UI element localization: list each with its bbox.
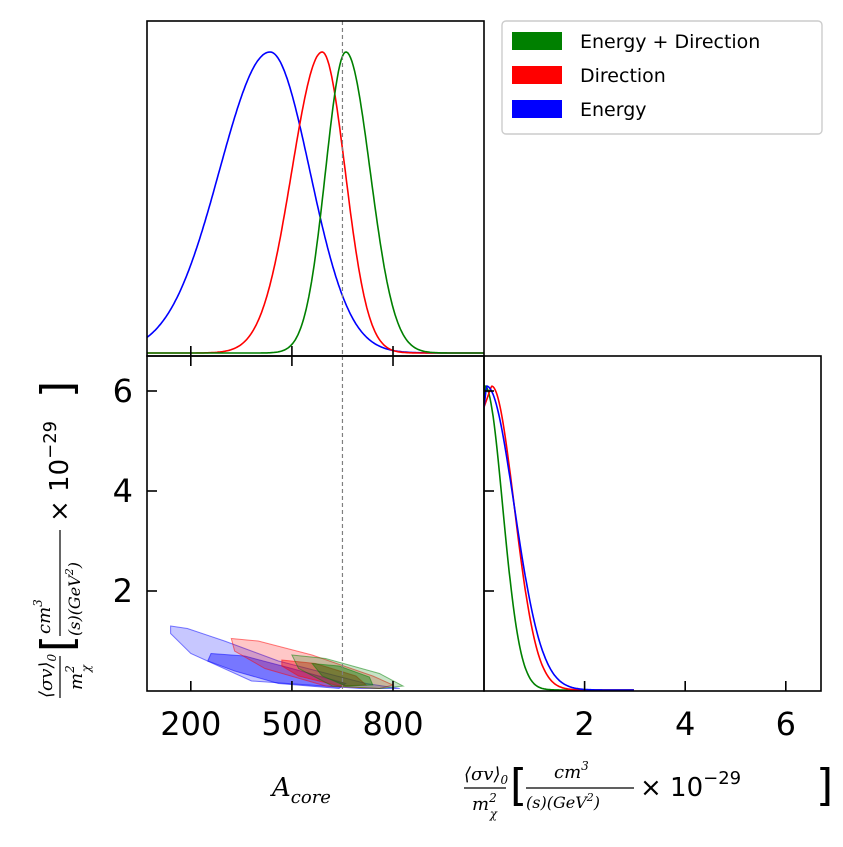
joint-y-tick-label: 6: [113, 372, 133, 410]
svg-text:]: ]: [816, 760, 833, 811]
y-label-unit-den-left: (s)(GeV: [65, 574, 84, 636]
svg-text:m2χ: m2 χ: [472, 791, 498, 821]
svg-text:]: ]: [32, 381, 83, 398]
right-x-tick-label: 2: [574, 705, 594, 743]
legend-label-energy: Energy: [580, 99, 647, 121]
y-label-unit-num-main: cm: [34, 607, 55, 634]
right-x-tick-label: 6: [776, 705, 796, 743]
x2-label-scale-times: × 10: [640, 773, 703, 803]
marginal-curve-energy: [147, 51, 484, 354]
marginal-curve-energy-direction: [147, 51, 484, 354]
legend-swatch-energy-direction: [512, 32, 562, 50]
svg-text:[: [: [510, 760, 527, 811]
y-label-den-main: m: [66, 673, 87, 690]
x2-label-den-main: m: [472, 794, 489, 815]
y-label-num-sub: 0: [45, 653, 59, 661]
legend-frame: [501, 20, 823, 135]
legend-swatch-energy: [512, 100, 562, 118]
x2-label-num-sub: 0: [501, 773, 509, 787]
y-label-den-sub: χ: [79, 664, 93, 673]
joint-x-tick-label: 800: [362, 705, 423, 743]
y-axis-label-sigma-v: ⟨σv⟩0 m2 χ [ cm3 (s)(GeV2) × 10−29 ]: [31, 381, 93, 698]
y-label-scale-exp: −29: [40, 421, 61, 459]
marginal-curve-direction: [147, 51, 484, 354]
sigma-curve-energy: [484, 385, 634, 691]
svg-text:m2χ: m2 χ: [63, 664, 93, 690]
legend-swatch-direction: [512, 66, 562, 84]
y-label-scale-times: × 10: [45, 459, 75, 522]
x-axis-label-sigma-v: ⟨σv⟩0 m2 χ [ cm3 (s)(GeV2) × 10−29 ]: [464, 759, 833, 821]
contour-energy-inner: [207, 652, 347, 690]
x2-label-den-sup: 2: [488, 791, 497, 805]
x-label-sub: core: [291, 787, 331, 808]
x2-label-unit-den-right: ): [593, 793, 600, 812]
svg-text:cm3: cm3: [554, 759, 589, 783]
x2-label-scale-exp: −29: [703, 768, 741, 789]
right-panel-frame: [483, 355, 822, 692]
top-panel-frame: [146, 20, 485, 357]
legend: Energy + Direction Direction Energy: [501, 20, 823, 135]
panel-joint: 200 500 800 2 4 6: [113, 355, 485, 743]
contour-energy-direction-outer: [291, 654, 405, 690]
contour-energy-outer: [170, 625, 400, 689]
x2-label-unit-num-sup: 3: [581, 759, 589, 773]
y-label-unit-num-sup: 3: [31, 599, 45, 607]
x2-label-unit-den-left: (s)(GeV: [526, 793, 588, 812]
joint-y-tick-label: 2: [113, 572, 133, 610]
x-axis-label-a-core: Acore: [270, 773, 331, 808]
y-label-num-main: ⟨σv⟩: [36, 661, 57, 698]
sigma-curve-energy-direction: [484, 384, 634, 691]
legend-label-direction: Direction: [580, 65, 666, 87]
x2-label-unit-den-sup: 2: [586, 791, 594, 804]
panel-a-core-marginal: [146, 20, 485, 357]
y-label-unit-den-sup: 2: [63, 568, 76, 576]
x2-label-unit-num-main: cm: [554, 762, 581, 783]
x-label-main: A: [270, 773, 291, 803]
x2-label-num-main: ⟨σv⟩: [464, 764, 501, 785]
joint-x-tick-label: 200: [160, 705, 221, 743]
svg-text:cm3: cm3: [31, 599, 55, 634]
svg-text:(s)(GeV2): (s)(GeV2): [63, 562, 84, 636]
y-label-den-sup: 2: [63, 665, 77, 674]
svg-text:× 10−29: × 10−29: [40, 421, 75, 522]
joint-x-tick-label: 500: [261, 705, 322, 743]
legend-label-energy-direction: Energy + Direction: [580, 31, 760, 53]
svg-text:× 10−29: × 10−29: [640, 768, 741, 803]
y-label-unit-den-right: ): [65, 562, 84, 569]
right-x-tick-label: 4: [675, 705, 695, 743]
svg-text:⟨σv⟩0: ⟨σv⟩0: [36, 653, 59, 698]
svg-text:[: [: [32, 635, 83, 652]
svg-text:(s)(GeV2): (s)(GeV2): [526, 791, 600, 812]
x2-label-den-sub: χ: [489, 807, 498, 821]
panel-sigma-v-marginal: 2 4 6: [483, 355, 822, 743]
joint-y-tick-label: 4: [113, 472, 133, 510]
svg-text:⟨σv⟩0: ⟨σv⟩0: [464, 764, 509, 787]
